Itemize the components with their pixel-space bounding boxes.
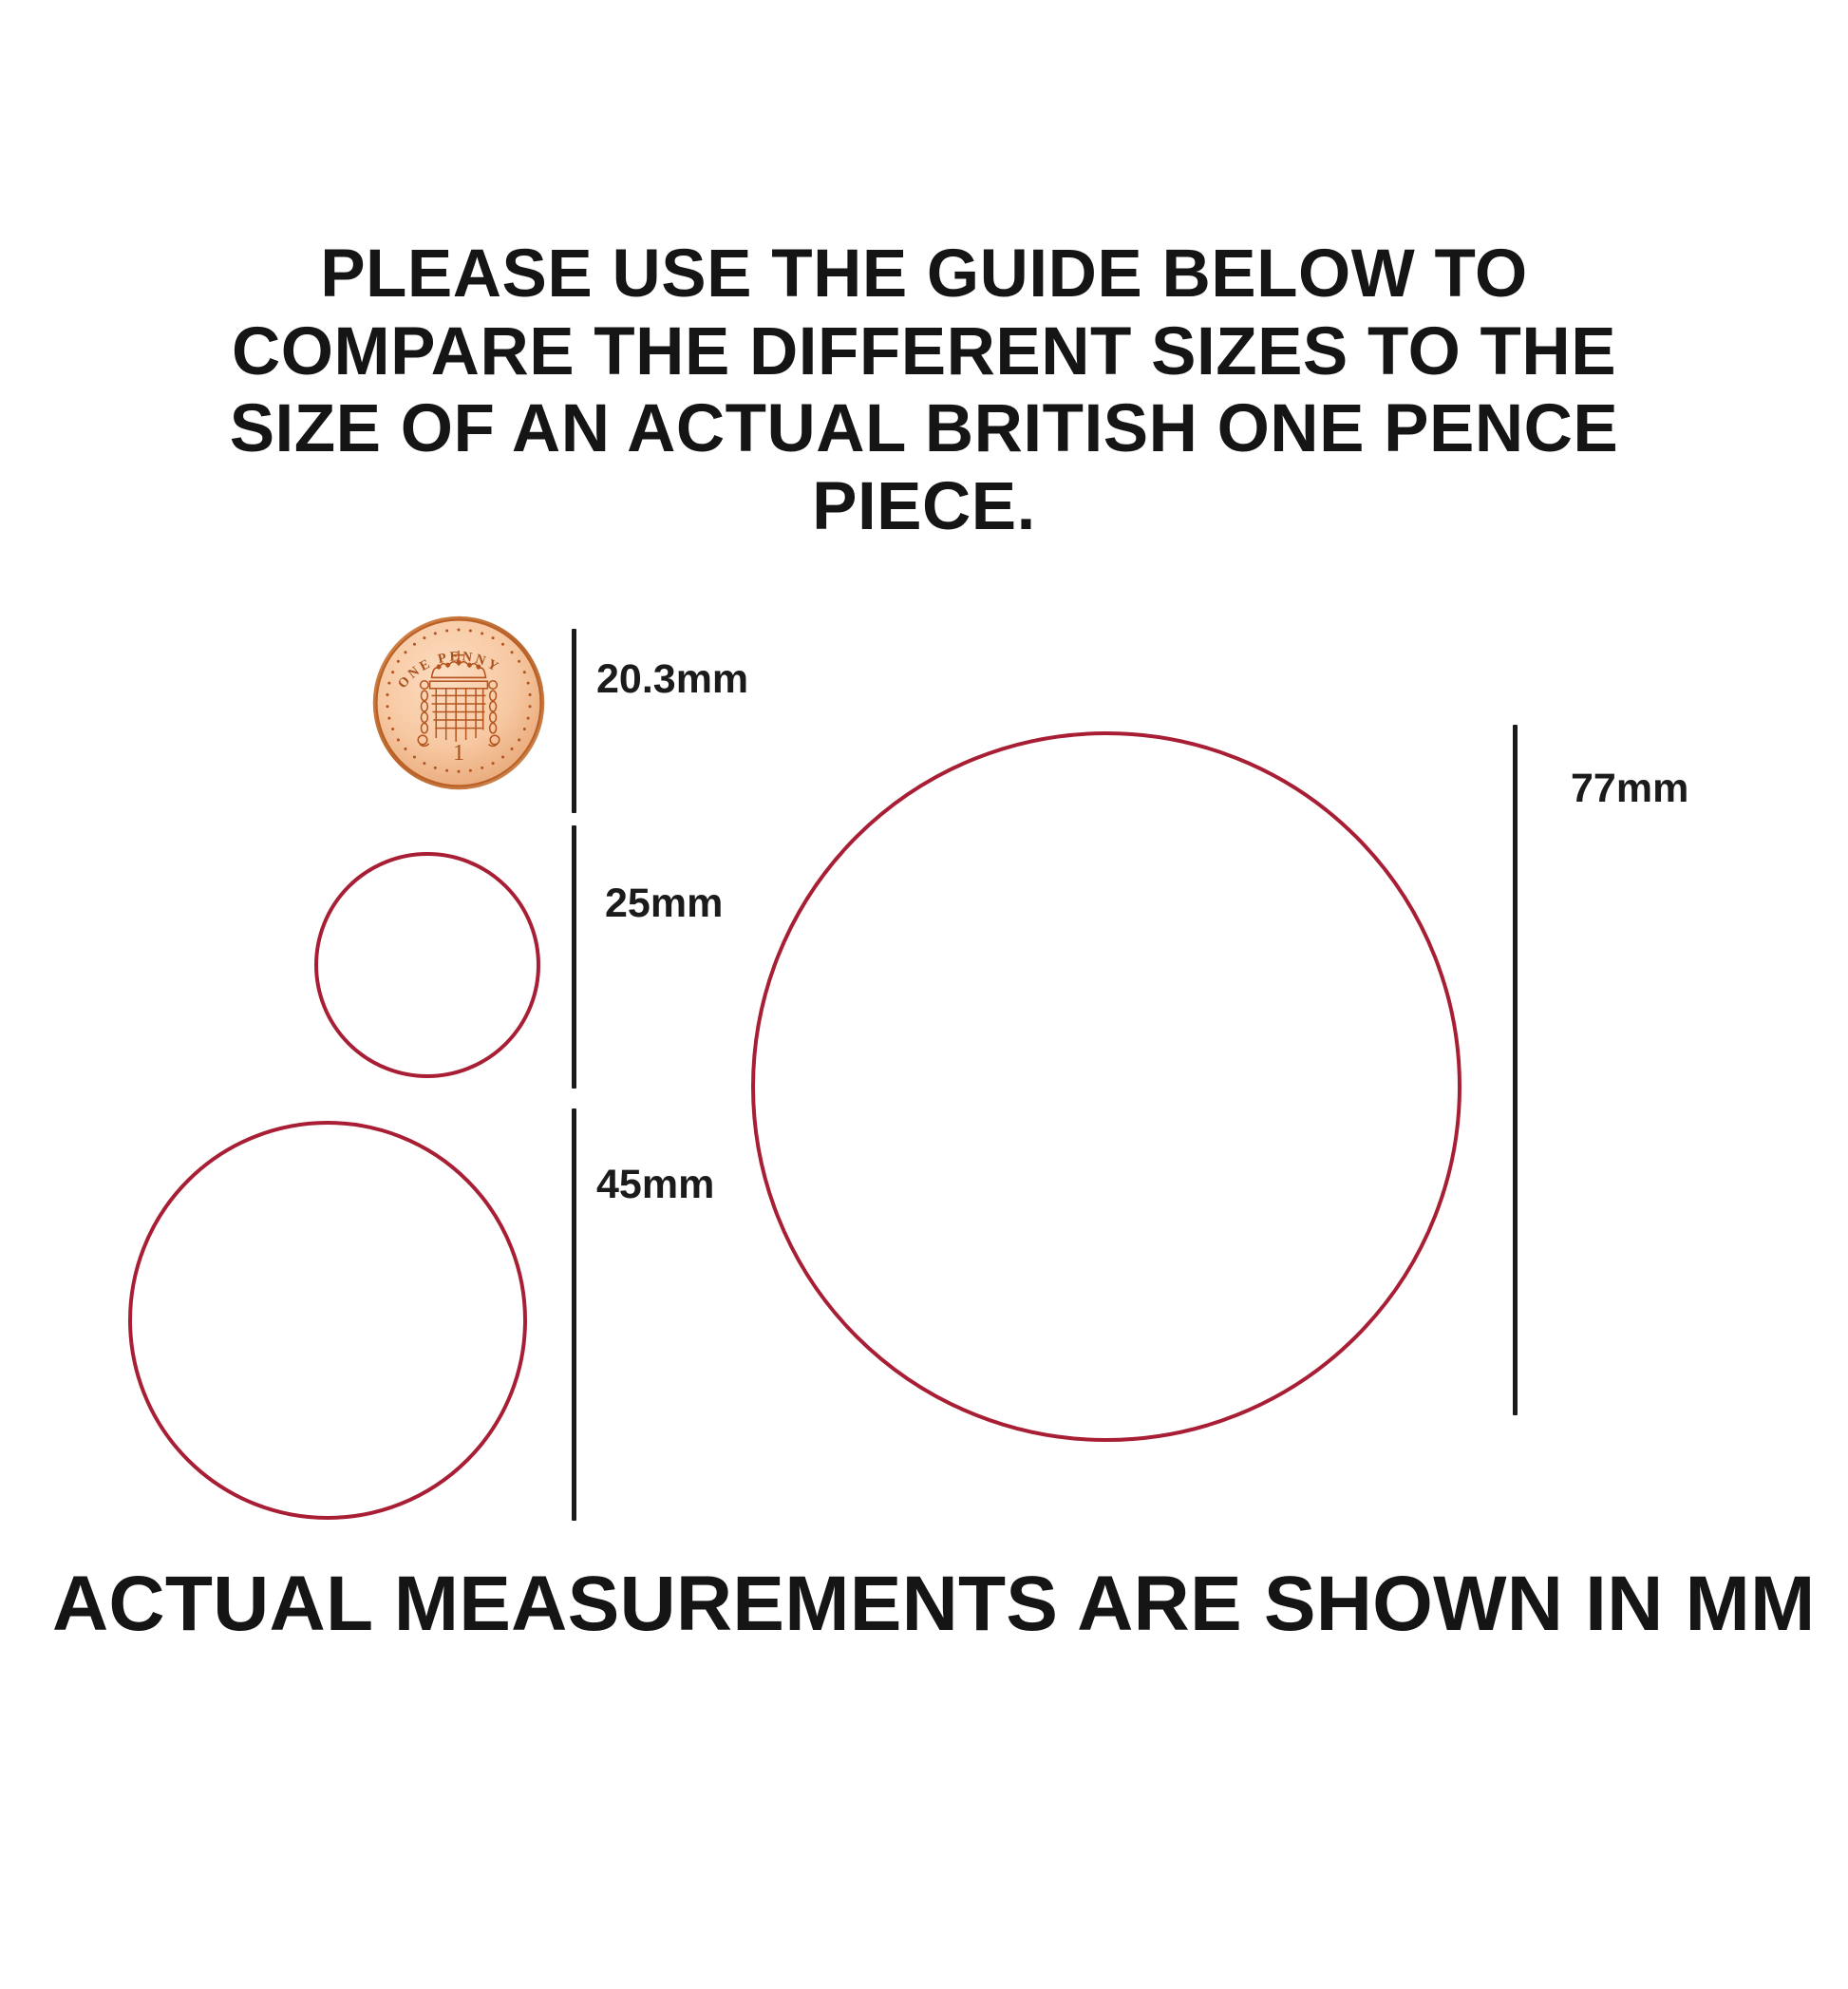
footer-note: ACTUAL MEASUREMENTS ARE SHOWN IN MM <box>52 1561 1816 1647</box>
page-title-line-2: COMPARE THE DIFFERENT SIZES TO THE <box>231 313 1617 389</box>
tick-mark-45mm <box>572 1108 576 1521</box>
measure-label-20-3mm: 20.3mm <box>596 656 749 702</box>
svg-text:1: 1 <box>453 740 464 766</box>
circle-25mm <box>314 852 540 1078</box>
coin-icon: ONE PENNY <box>372 616 545 790</box>
page-title-line-1: PLEASE USE THE GUIDE BELOW TO <box>320 237 1528 312</box>
page-title: PLEASE USE THE GUIDE BELOW TO COMPARE TH… <box>85 236 1763 546</box>
page-title-line-3: SIZE OF AN ACTUAL BRITISH ONE PENCE <box>229 391 1619 467</box>
one-penny-coin-image: ONE PENNY <box>368 613 549 793</box>
circle-45mm <box>128 1121 527 1520</box>
page-title-line-4: PIECE. <box>812 468 1036 544</box>
circle-77mm <box>751 731 1461 1442</box>
measure-label-25mm: 25mm <box>605 881 724 926</box>
measure-label-77mm: 77mm <box>1571 766 1689 811</box>
measure-label-45mm: 45mm <box>596 1162 715 1207</box>
tick-mark-20-3mm <box>572 629 576 813</box>
tick-mark-77mm <box>1513 725 1518 1415</box>
tick-mark-25mm <box>572 825 576 1089</box>
